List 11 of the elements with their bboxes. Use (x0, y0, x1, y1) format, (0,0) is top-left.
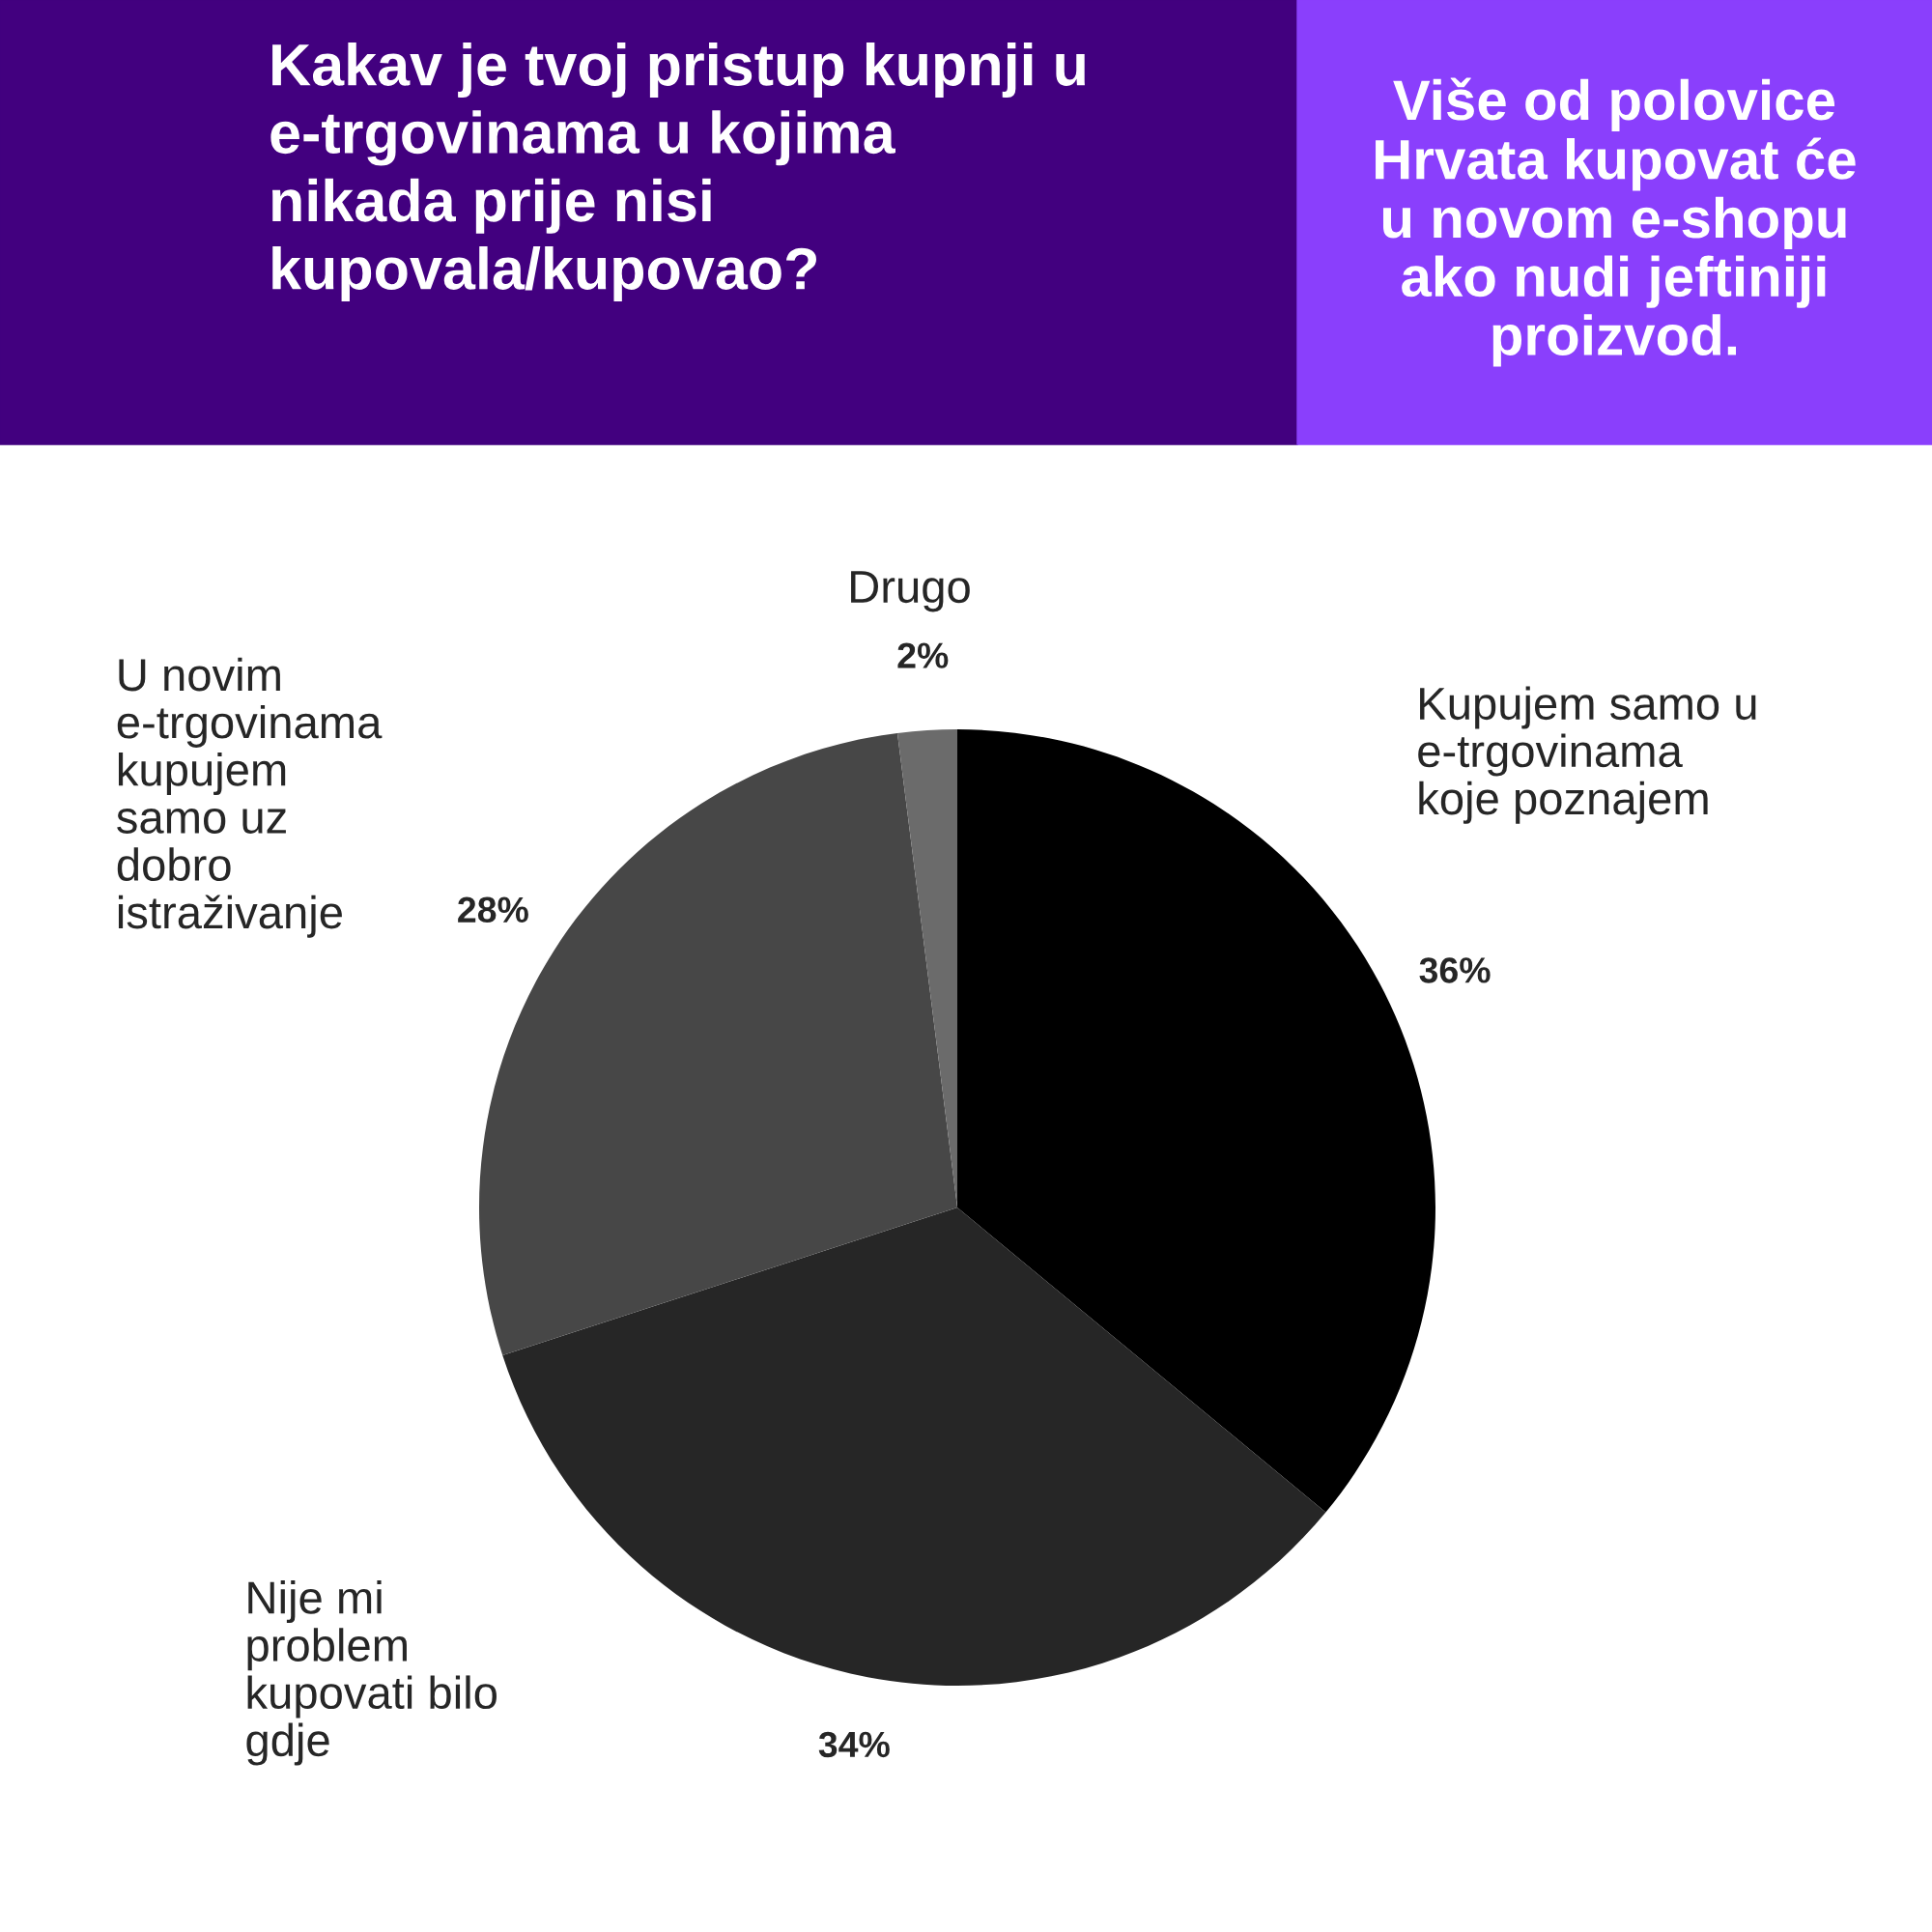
chart-subtitle: Više od polovice Hrvata kupovat će u novom e-shopu ako nudi jeftiniji proizvod. (1376, 77, 1856, 367)
slice-label: Drugo (851, 571, 970, 612)
data-label: 28% (458, 896, 528, 923)
slice-label: U novim e-trgovinama kupujem samo uz dobro istraživanje (117, 657, 383, 938)
slice-label: Nije mi problem kupovati bilo gdje (246, 1580, 497, 1766)
data-label: 34% (818, 1731, 890, 1758)
pie-slice (502, 1208, 1326, 1686)
data-label: 36% (1419, 957, 1491, 983)
slice-label: Kupujem samo u e-trgovinama koje poznajem (1418, 686, 1756, 824)
chart-title: Kakav je tvoj pristup kupnji u e-trgovinama u kojima nikada prije nisi kupovala/kupovao? (270, 43, 1085, 301)
data-label: 2% (897, 642, 949, 668)
